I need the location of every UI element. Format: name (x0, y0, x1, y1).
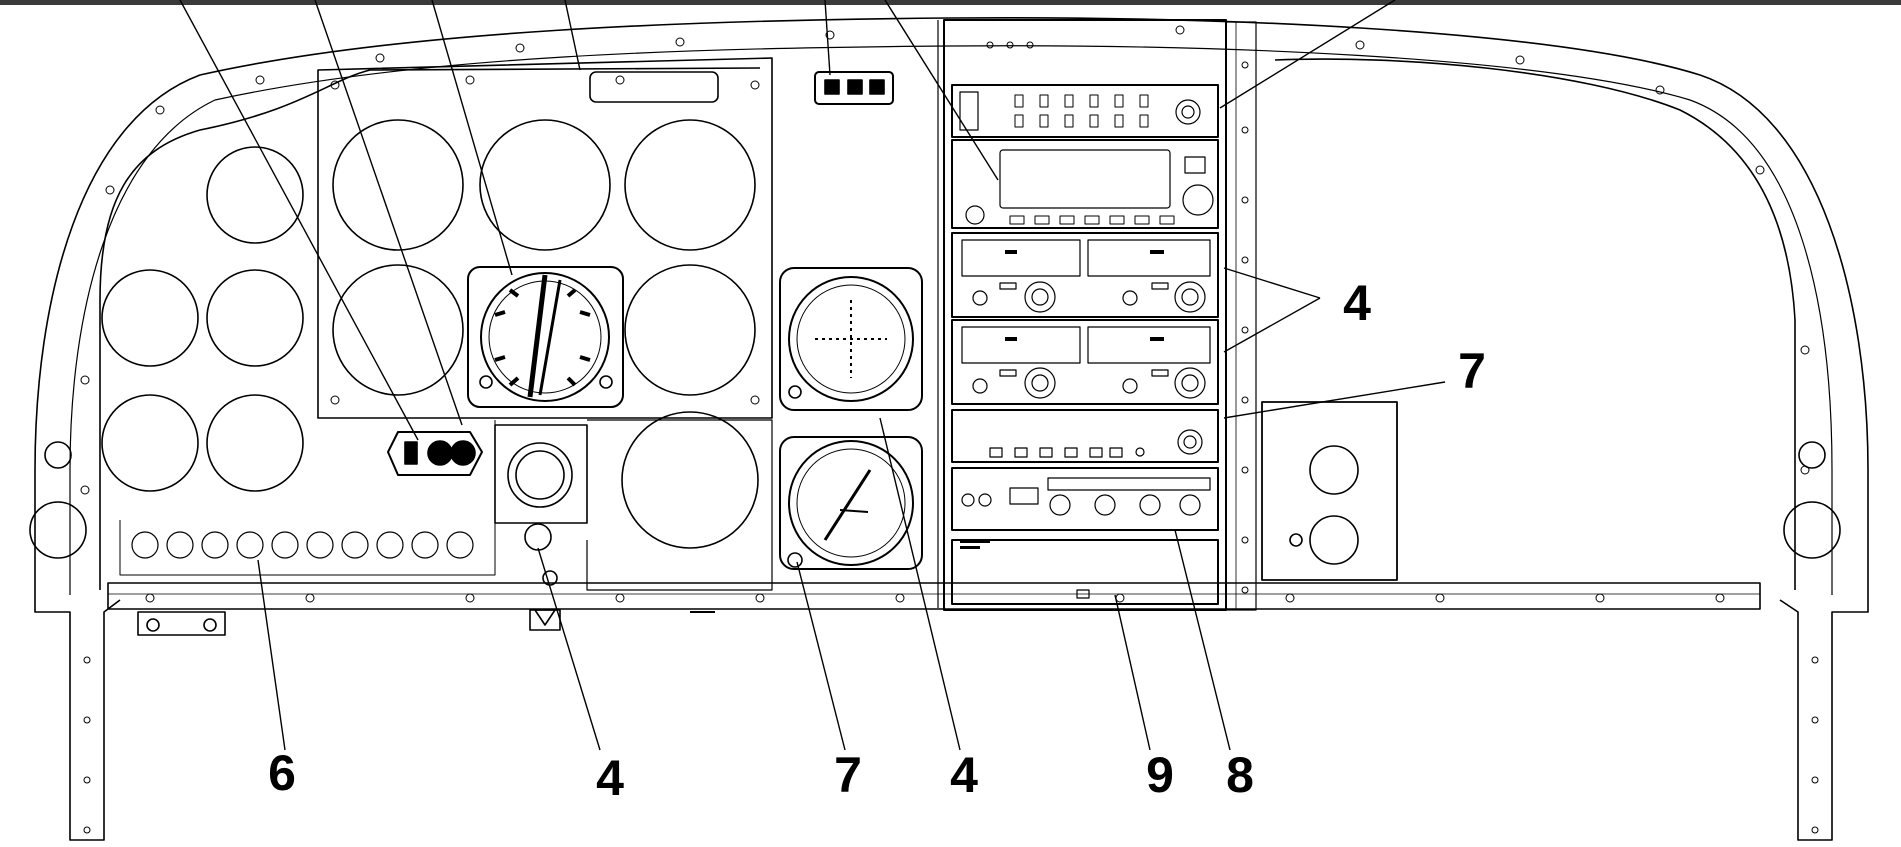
callout-9: 9 (1146, 747, 1174, 803)
gyro-instrument (467, 266, 624, 408)
mounting-tab-center (529, 609, 561, 631)
radio-unit-1 (959, 91, 1201, 131)
window-top-edge (0, 0, 1901, 5)
adf-unit (989, 429, 1203, 458)
blank-unit (1076, 589, 1090, 599)
bottom-rail-rivets (145, 593, 1725, 603)
right-blank-plate (1261, 401, 1398, 581)
center-subpanel (317, 57, 773, 419)
course-deviation-indicator (779, 267, 923, 411)
top-clip (814, 71, 894, 105)
callouts: 6 4 7 4 9 8 4 7 (268, 275, 1486, 806)
callout-7-lower: 7 (834, 747, 862, 803)
nav-com-2 (961, 326, 1211, 399)
panel-outline (34, 16, 1869, 841)
mounting-tab-left (137, 611, 226, 636)
perimeter-screws (80, 25, 1819, 834)
side-vent-holes (29, 441, 1841, 559)
callout-4-center: 4 (950, 747, 978, 803)
stack-side-rail (1225, 21, 1257, 611)
avionics-stack (943, 19, 1227, 611)
nav-com-1 (961, 239, 1211, 313)
callout-4-right: 4 (1343, 275, 1371, 331)
gps-unit (965, 149, 1214, 225)
lower-center-cutout (494, 411, 773, 626)
callout-6: 6 (268, 745, 296, 801)
radio-placards (960, 250, 1164, 549)
circuit-breaker-holes (131, 531, 474, 559)
leader-lines (179, 0, 1446, 751)
clock-indicator (779, 436, 923, 570)
callout-8: 8 (1226, 747, 1254, 803)
audio-panel (961, 477, 1211, 516)
left-gauge-cutouts (101, 146, 304, 492)
callout-7-right: 7 (1458, 343, 1486, 399)
callout-4-left: 4 (596, 750, 624, 806)
switch-block (387, 431, 483, 476)
